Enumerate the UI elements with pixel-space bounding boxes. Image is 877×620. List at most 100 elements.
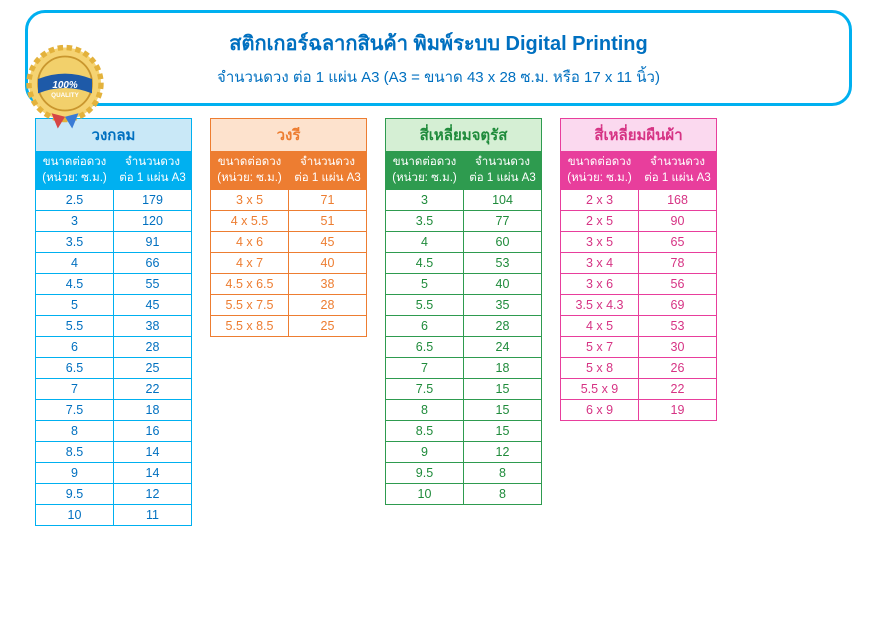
cell-qty: 90 [639, 211, 717, 232]
cell-size: 3 x 6 [561, 274, 639, 295]
cell-qty: 19 [639, 400, 717, 421]
cell-qty: 15 [464, 379, 542, 400]
table-row: 2 x 590 [561, 211, 717, 232]
table-row: 3 x 478 [561, 253, 717, 274]
cell-qty: 45 [289, 232, 367, 253]
cell-size: 6 [36, 337, 114, 358]
cell-qty: 26 [639, 358, 717, 379]
cell-qty: 53 [464, 253, 542, 274]
col-header-size: ขนาดต่อดวง(หน่วย: ซ.ม.) [211, 152, 289, 190]
cell-qty: 168 [639, 190, 717, 211]
cell-size: 3.5 [386, 211, 464, 232]
table-row: 7.518 [36, 400, 192, 421]
cell-size: 3.5 [36, 232, 114, 253]
cell-size: 3 x 4 [561, 253, 639, 274]
cell-size: 4.5 x 6.5 [211, 274, 289, 295]
cell-qty: 55 [114, 274, 192, 295]
table-row: 6 x 919 [561, 400, 717, 421]
cell-qty: 14 [114, 463, 192, 484]
cell-qty: 38 [114, 316, 192, 337]
cell-qty: 65 [639, 232, 717, 253]
page-title: สติกเกอร์ฉลากสินค้า พิมพ์ระบบ Digital Pr… [38, 27, 839, 59]
cell-qty: 30 [639, 337, 717, 358]
cell-size: 4 x 5.5 [211, 211, 289, 232]
cell-qty: 38 [289, 274, 367, 295]
cell-qty: 15 [464, 400, 542, 421]
table-row: 4.553 [386, 253, 542, 274]
table-row: 5.538 [36, 316, 192, 337]
cell-qty: 28 [464, 316, 542, 337]
cell-size: 4 x 6 [211, 232, 289, 253]
cell-size: 3 [386, 190, 464, 211]
table-row: 9.58 [386, 463, 542, 484]
table-row: 4.555 [36, 274, 192, 295]
cell-qty: 18 [114, 400, 192, 421]
table-row: 9.512 [36, 484, 192, 505]
cell-qty: 179 [114, 190, 192, 211]
cell-size: 5.5 [386, 295, 464, 316]
table-row: 3 x 565 [561, 232, 717, 253]
table-row: 545 [36, 295, 192, 316]
cell-size: 8 [36, 421, 114, 442]
cell-size: 7.5 [36, 400, 114, 421]
cell-size: 5 [386, 274, 464, 295]
tables-row: วงกลมขนาดต่อดวง(หน่วย: ซ.ม.)จำนวนดวงต่อ … [10, 118, 867, 526]
cell-size: 5 x 7 [561, 337, 639, 358]
cell-qty: 8 [464, 463, 542, 484]
col-header-qty: จำนวนดวงต่อ 1 แผ่น A3 [289, 152, 367, 190]
cell-size: 8.5 [386, 421, 464, 442]
table-row: 3 x 571 [211, 190, 367, 211]
cell-qty: 15 [464, 421, 542, 442]
table-row: 816 [36, 421, 192, 442]
cell-size: 10 [36, 505, 114, 526]
cell-size: 9.5 [36, 484, 114, 505]
table-row: 2.5179 [36, 190, 192, 211]
table-row: 460 [386, 232, 542, 253]
col-header-size: ขนาดต่อดวง(หน่วย: ซ.ม.) [561, 152, 639, 190]
col-header-qty: จำนวนดวงต่อ 1 แผ่น A3 [639, 152, 717, 190]
cell-size: 7.5 [386, 379, 464, 400]
table-title: วงรี [211, 119, 367, 152]
cell-qty: 25 [289, 316, 367, 337]
cell-size: 5 x 8 [561, 358, 639, 379]
cell-size: 2.5 [36, 190, 114, 211]
table-row: 914 [36, 463, 192, 484]
table-row: 108 [386, 484, 542, 505]
table-row: 628 [386, 316, 542, 337]
cell-size: 3.5 x 4.3 [561, 295, 639, 316]
cell-qty: 78 [639, 253, 717, 274]
page-subtitle: จำนวนดวง ต่อ 1 แผ่น A3 (A3 = ขนาด 43 x 2… [38, 65, 839, 89]
cell-qty: 51 [289, 211, 367, 232]
table-row: 6.524 [386, 337, 542, 358]
table-row: 3 x 656 [561, 274, 717, 295]
badge-bottom-text: QUALITY [51, 92, 79, 99]
table-row: 7.515 [386, 379, 542, 400]
table-row: 2 x 3168 [561, 190, 717, 211]
cell-size: 8 [386, 400, 464, 421]
cell-qty: 60 [464, 232, 542, 253]
cell-size: 5.5 x 7.5 [211, 295, 289, 316]
header-box: 100% QUALITY สติกเกอร์ฉลากสินค้า พิมพ์ระ… [25, 10, 852, 106]
cell-size: 6 x 9 [561, 400, 639, 421]
cell-qty: 22 [114, 379, 192, 400]
table-square: สี่เหลี่ยมจตุรัสขนาดต่อดวง(หน่วย: ซ.ม.)จ… [385, 118, 542, 505]
table-row: 540 [386, 274, 542, 295]
table-circle: วงกลมขนาดต่อดวง(หน่วย: ซ.ม.)จำนวนดวงต่อ … [35, 118, 192, 526]
table-row: 1011 [36, 505, 192, 526]
cell-size: 6.5 [36, 358, 114, 379]
cell-size: 4 [386, 232, 464, 253]
cell-size: 8.5 [36, 442, 114, 463]
cell-qty: 120 [114, 211, 192, 232]
table-row: 3120 [36, 211, 192, 232]
cell-qty: 11 [114, 505, 192, 526]
col-header-size: ขนาดต่อดวง(หน่วย: ซ.ม.) [36, 152, 114, 190]
table-row: 5.5 x 7.528 [211, 295, 367, 316]
cell-qty: 66 [114, 253, 192, 274]
cell-size: 5.5 x 9 [561, 379, 639, 400]
cell-qty: 28 [289, 295, 367, 316]
cell-qty: 71 [289, 190, 367, 211]
table-row: 3.577 [386, 211, 542, 232]
cell-qty: 8 [464, 484, 542, 505]
cell-qty: 28 [114, 337, 192, 358]
table-row: 3.591 [36, 232, 192, 253]
